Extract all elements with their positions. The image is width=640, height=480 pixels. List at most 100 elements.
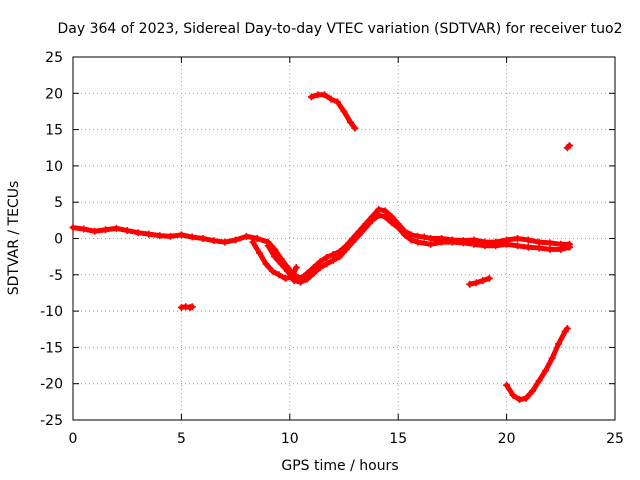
data-marks xyxy=(69,91,573,404)
data-point xyxy=(167,232,175,240)
data-point xyxy=(156,232,164,240)
x-tick-label: 25 xyxy=(606,431,624,447)
data-point xyxy=(459,239,467,247)
data-point xyxy=(503,240,511,248)
data-point xyxy=(492,242,500,250)
data-point xyxy=(509,391,517,399)
data-point xyxy=(253,235,261,242)
data-point xyxy=(275,271,283,279)
data-point xyxy=(414,238,422,246)
data-point xyxy=(303,275,311,283)
y-tick-label: 5 xyxy=(54,195,63,211)
data-point xyxy=(546,239,554,247)
data-point xyxy=(535,244,543,252)
data-point xyxy=(307,93,315,101)
data-point xyxy=(210,237,218,245)
data-point xyxy=(375,211,383,219)
data-point xyxy=(557,245,565,253)
series-segment-18h xyxy=(466,274,493,288)
grid-lines xyxy=(73,57,615,420)
x-tick-label: 15 xyxy=(389,431,407,447)
data-point xyxy=(290,277,298,285)
data-point xyxy=(271,253,279,261)
data-point xyxy=(485,274,493,282)
data-point xyxy=(327,95,335,103)
data-point xyxy=(522,394,530,402)
data-point xyxy=(513,235,521,242)
data-point xyxy=(310,269,318,277)
chart-title: Day 364 of 2023, Sidereal Day-to-day VTE… xyxy=(57,21,622,37)
data-point xyxy=(524,243,532,251)
data-point xyxy=(281,274,289,282)
data-point xyxy=(232,236,240,244)
data-point xyxy=(177,231,185,239)
data-point xyxy=(262,260,270,268)
data-point xyxy=(102,226,110,234)
data-point xyxy=(481,242,489,250)
data-point xyxy=(427,240,435,248)
series-isolated-5h xyxy=(177,303,196,311)
data-point xyxy=(199,235,207,242)
data-point xyxy=(80,225,88,233)
data-point xyxy=(420,233,428,241)
data-point xyxy=(479,277,487,285)
data-point xyxy=(407,236,415,244)
data-point xyxy=(524,236,532,244)
data-point xyxy=(355,231,363,239)
data-point xyxy=(316,264,324,272)
data-point xyxy=(242,232,250,240)
data-point xyxy=(394,224,402,232)
data-point xyxy=(288,273,296,281)
x-tick-label: 5 xyxy=(177,431,186,447)
data-point xyxy=(268,267,276,275)
series-isolated-23h xyxy=(563,142,573,152)
data-point xyxy=(381,213,389,221)
x-tick-label: 20 xyxy=(498,431,516,447)
data-point xyxy=(529,387,537,395)
axis-ticks: 0 5 10 15 20 25 -25 -20 -15 -10 -5 0 5 10 15 20 25 xyxy=(40,50,624,447)
data-point xyxy=(542,367,550,375)
y-tick-label: -5 xyxy=(49,268,63,284)
y-tick-label: 10 xyxy=(45,159,63,175)
data-point xyxy=(362,224,370,232)
data-point xyxy=(555,340,563,348)
data-point xyxy=(91,227,99,235)
data-point xyxy=(388,219,396,227)
y-tick-label: -20 xyxy=(40,377,63,393)
data-point xyxy=(292,264,300,272)
data-point xyxy=(69,224,77,232)
data-point xyxy=(333,98,341,106)
data-point xyxy=(503,381,511,389)
data-point xyxy=(438,238,446,246)
data-point xyxy=(565,243,573,251)
data-point xyxy=(401,231,409,239)
data-point xyxy=(565,142,573,150)
data-point xyxy=(342,245,350,253)
data-point xyxy=(466,280,474,288)
data-point xyxy=(320,91,328,99)
x-tick-label: 10 xyxy=(281,431,299,447)
data-point xyxy=(221,238,229,246)
y-tick-label: -15 xyxy=(40,340,63,356)
data-point xyxy=(516,396,524,404)
data-point xyxy=(351,124,359,132)
series-dip-loop xyxy=(249,238,300,282)
data-point xyxy=(548,354,556,362)
data-point xyxy=(347,118,355,126)
series-upper-arc xyxy=(307,91,359,132)
data-point xyxy=(336,253,344,261)
data-point xyxy=(368,216,376,224)
data-point xyxy=(563,325,571,333)
data-point xyxy=(535,377,543,385)
x-tick-label: 0 xyxy=(69,431,78,447)
data-point xyxy=(264,242,272,250)
y-tick-label: 0 xyxy=(54,232,63,248)
y-tick-label: -10 xyxy=(40,304,63,320)
data-point xyxy=(314,91,322,99)
data-point xyxy=(134,229,142,237)
data-point xyxy=(284,267,292,275)
data-point xyxy=(470,240,478,248)
data-point xyxy=(513,242,521,250)
data-point xyxy=(323,253,331,261)
